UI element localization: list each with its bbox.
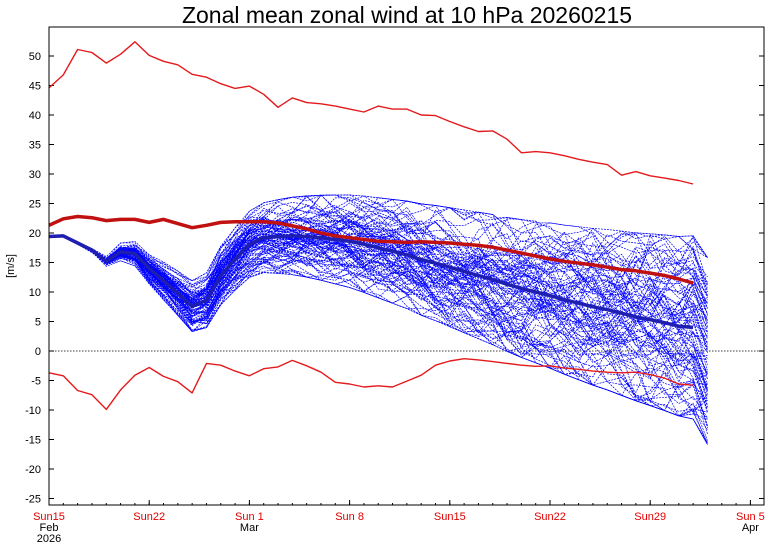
x-tick-month: Apr	[742, 522, 759, 534]
ensemble-member-line	[48, 227, 708, 389]
ensemble-member-line	[48, 211, 708, 305]
ensemble-member-line	[48, 195, 708, 301]
climatology-min-line	[48, 358, 694, 411]
ensemble-member-line	[48, 217, 708, 358]
ensemble-member-line	[48, 229, 708, 379]
x-tick-year: 2026	[37, 533, 61, 545]
ensemble-member-line	[48, 194, 708, 300]
y-tick-label: -25	[25, 494, 41, 506]
ensemble-member-line	[48, 201, 708, 299]
ensemble-member-line	[48, 206, 708, 385]
chart-title: Zonal mean zonal wind at 10 hPa 20260215	[182, 2, 632, 28]
x-tick-label: Sun 5	[736, 511, 765, 523]
y-tick-label: 30	[29, 169, 41, 181]
ensemble-mean-line	[48, 234, 694, 330]
ensemble-member-line	[48, 221, 708, 314]
ensemble-member-line	[48, 220, 708, 315]
y-tick-label: 10	[29, 287, 41, 299]
y-tick-label: 5	[35, 317, 41, 329]
y-tick-label: -5	[31, 376, 41, 388]
y-axis-label: [m/s]	[5, 254, 17, 278]
ensemble-member-line	[48, 220, 708, 349]
plot-frame	[48, 26, 765, 506]
ensemble-member-line	[48, 214, 708, 408]
x-tick-label: Sun 8	[335, 511, 364, 523]
x-tick-label: Sun 1	[235, 511, 264, 523]
ensemble-member-line	[48, 227, 708, 419]
ensemble-member-line	[48, 202, 708, 318]
ensemble-member-line	[48, 235, 708, 351]
ensemble-member-line	[48, 235, 708, 390]
ensemble-member-line	[48, 235, 708, 356]
x-tick-label: Sun15	[33, 511, 65, 523]
x-tick-label: Sun15	[434, 511, 466, 523]
x-tick-label: Sun22	[133, 511, 165, 523]
ensemble-member-line	[48, 216, 708, 298]
ensemble-member-line	[48, 235, 708, 445]
ensemble-member-line	[48, 222, 708, 333]
ensemble-member-line	[48, 235, 708, 443]
x-tick-month: Mar	[240, 522, 259, 534]
y-tick-label: 35	[29, 140, 41, 152]
ensemble-member-line	[48, 194, 708, 338]
ensemble-member-line	[48, 216, 708, 359]
ensemble-member-line	[48, 235, 708, 412]
ensemble-member-line	[48, 216, 708, 345]
ensemble-member-line	[48, 224, 708, 375]
x-tick-label: Sun22	[534, 511, 566, 523]
ensemble-member-line	[48, 206, 708, 327]
ensemble-member-line	[48, 235, 708, 373]
ensemble-members	[48, 194, 708, 445]
ensemble-member-line	[48, 206, 708, 309]
y-tick-label: 50	[29, 51, 41, 63]
climatology-mean-line	[48, 214, 694, 285]
ensemble-member-line	[48, 230, 708, 355]
ensemble-member-line	[48, 235, 708, 413]
climatology-max-line	[48, 41, 694, 185]
x-tick-label: Sun29	[634, 511, 666, 523]
y-tick-label: 20	[29, 228, 41, 240]
ensemble-member-line	[48, 194, 708, 287]
ensemble-member-line	[48, 233, 708, 365]
y-tick-label: -20	[25, 464, 41, 476]
ensemble-member-line	[48, 202, 708, 316]
series-lines	[48, 41, 694, 411]
y-tick-label: 0	[35, 346, 41, 358]
ensemble-member-line	[48, 197, 708, 313]
ensemble-member-line	[48, 200, 708, 342]
y-tick-label: -10	[25, 405, 41, 417]
y-tick-label: 40	[29, 110, 41, 122]
ensemble-member-line	[48, 194, 708, 309]
axis-ticks: -25-20-15-10-505101520253035404550Sun15F…	[25, 51, 765, 545]
x-tick-month: Feb	[40, 522, 59, 534]
y-tick-label: 15	[29, 258, 41, 270]
y-tick-label: 25	[29, 199, 41, 211]
ensemble-member-line	[48, 218, 708, 350]
ensemble-member-line	[48, 235, 708, 342]
ensemble-member-line	[48, 230, 708, 320]
y-tick-label: -15	[25, 435, 41, 447]
ensemble-member-line	[48, 219, 708, 336]
y-tick-label: 45	[29, 81, 41, 93]
